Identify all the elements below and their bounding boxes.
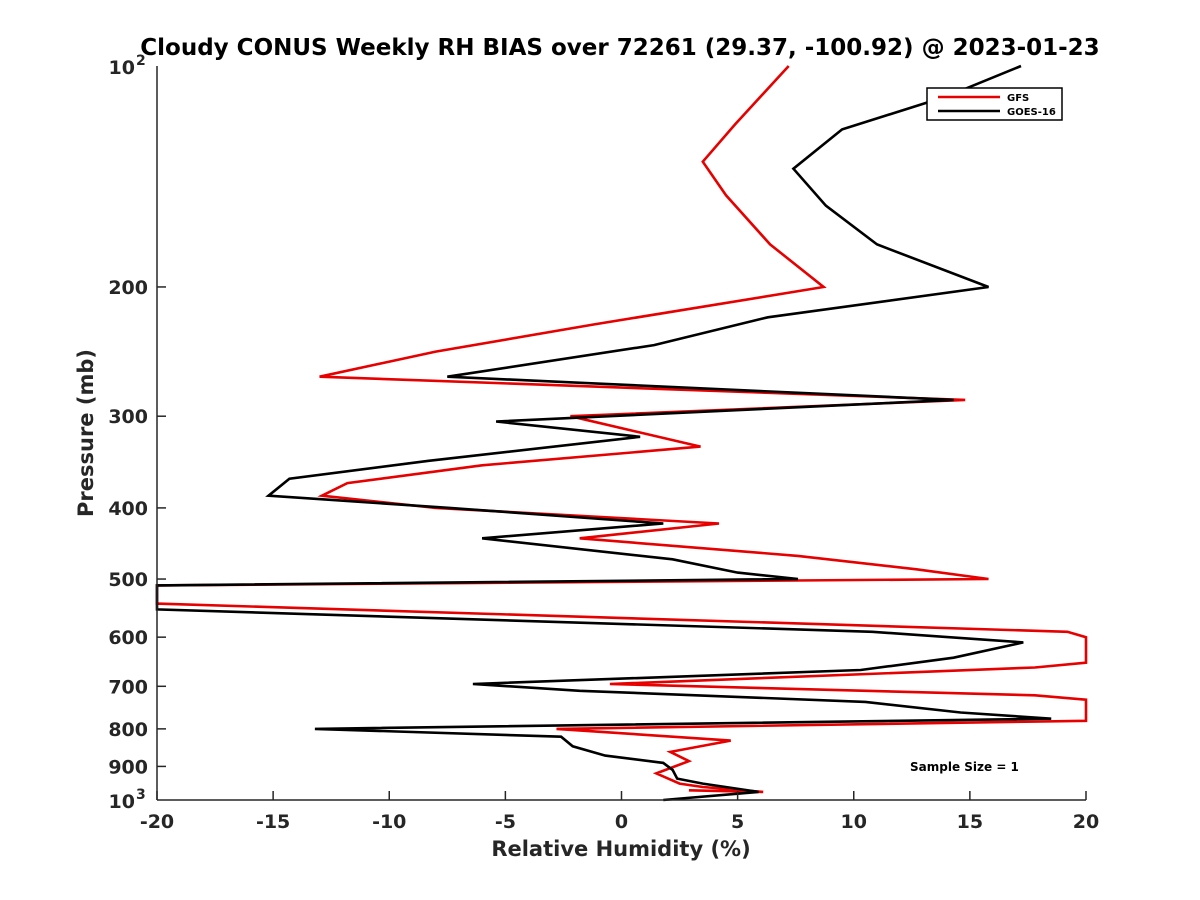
y-tick-label: 600 [108,627,148,649]
x-tick-label: 10 [841,811,867,833]
x-tick-label: 0 [615,811,628,833]
x-tick-label: 5 [731,811,744,833]
y-tick-label-exponent: 3 [136,787,146,803]
y-tick-label: 700 [108,676,148,698]
y-tick-label: 10 [109,791,135,813]
x-tick-label: -10 [372,811,406,833]
x-axis-label: Relative Humidity (%) [491,837,750,861]
x-tick-label: -5 [495,811,516,833]
y-tick-label: 400 [108,498,148,520]
y-tick-label: 200 [108,277,148,299]
series-line-gfs [155,65,1088,794]
legend-label-gfs: GFS [1007,93,1029,104]
y-tick-label: 900 [108,756,148,778]
x-tick-label: 20 [1073,811,1099,833]
legend: GFS GOES-16 [926,87,1063,121]
y-axis-label: Pressure (mb) [74,349,98,517]
y-tick-label: 300 [108,406,148,428]
x-axis-ticks: -20 -15 -10 -5 0 5 10 15 20 [140,791,1099,833]
sample-size-annotation: Sample Size = 1 [910,760,1019,774]
y-tick-label: 500 [108,569,148,591]
y-tick-label: 800 [108,719,148,741]
chart-title: Cloudy CONUS Weekly RH BIAS over 72261 (… [140,35,1099,61]
series-layer [155,64,1088,802]
x-tick-label: -15 [256,811,290,833]
x-tick-label: 15 [957,811,983,833]
y-tick-label-exponent: 2 [136,53,146,69]
x-tick-label: -20 [140,811,174,833]
legend-box [926,87,1063,121]
series-line-goes16 [155,64,1052,802]
y-tick-label: 10 [109,57,135,79]
legend-label-goes16: GOES-16 [1007,107,1056,118]
